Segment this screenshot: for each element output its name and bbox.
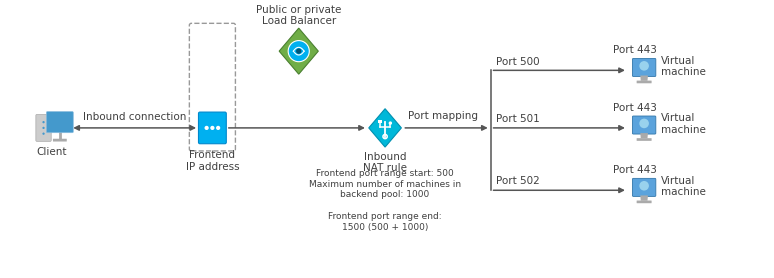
Text: Inbound
NAT rule: Inbound NAT rule [363, 152, 407, 173]
Text: Public or private
Load Balancer: Public or private Load Balancer [256, 5, 341, 26]
Text: Port mapping: Port mapping [408, 111, 478, 121]
Text: Port 500: Port 500 [496, 56, 540, 66]
Circle shape [389, 121, 392, 125]
Text: Virtual
machine: Virtual machine [662, 113, 706, 135]
FancyBboxPatch shape [632, 58, 656, 76]
Text: Virtual
machine: Virtual machine [662, 176, 706, 197]
Polygon shape [640, 195, 648, 201]
Text: Port 501: Port 501 [496, 114, 540, 124]
Circle shape [639, 119, 649, 128]
Text: Frontend port range end:
1500 (500 + 1000): Frontend port range end: 1500 (500 + 100… [328, 212, 442, 232]
Circle shape [43, 121, 45, 123]
Polygon shape [640, 76, 648, 81]
Text: Port 502: Port 502 [496, 177, 540, 187]
Polygon shape [368, 109, 402, 147]
Circle shape [43, 133, 45, 135]
FancyBboxPatch shape [36, 115, 51, 141]
Circle shape [296, 48, 301, 54]
Circle shape [204, 126, 209, 130]
Circle shape [639, 61, 649, 71]
Text: Port 443: Port 443 [612, 45, 656, 55]
Circle shape [288, 41, 310, 62]
Text: Frontend
IP address: Frontend IP address [186, 150, 239, 172]
Circle shape [216, 126, 221, 130]
FancyBboxPatch shape [198, 112, 226, 144]
Circle shape [211, 126, 214, 130]
Text: Port 443: Port 443 [612, 103, 656, 113]
Text: Frontend port range start: 500
Maximum number of machines in
backend pool: 1000: Frontend port range start: 500 Maximum n… [309, 169, 461, 199]
FancyBboxPatch shape [637, 81, 652, 83]
Polygon shape [279, 28, 318, 74]
FancyBboxPatch shape [637, 200, 652, 203]
Circle shape [43, 127, 45, 129]
FancyBboxPatch shape [632, 116, 656, 134]
FancyBboxPatch shape [378, 120, 382, 123]
FancyBboxPatch shape [46, 111, 74, 133]
FancyBboxPatch shape [53, 139, 67, 142]
Text: Virtual
machine: Virtual machine [662, 56, 706, 77]
Text: Port 443: Port 443 [612, 165, 656, 175]
Text: Inbound connection: Inbound connection [83, 112, 187, 122]
Polygon shape [640, 133, 648, 138]
FancyBboxPatch shape [632, 178, 656, 196]
Circle shape [639, 181, 649, 191]
FancyBboxPatch shape [637, 138, 652, 141]
Text: Client: Client [36, 147, 67, 157]
